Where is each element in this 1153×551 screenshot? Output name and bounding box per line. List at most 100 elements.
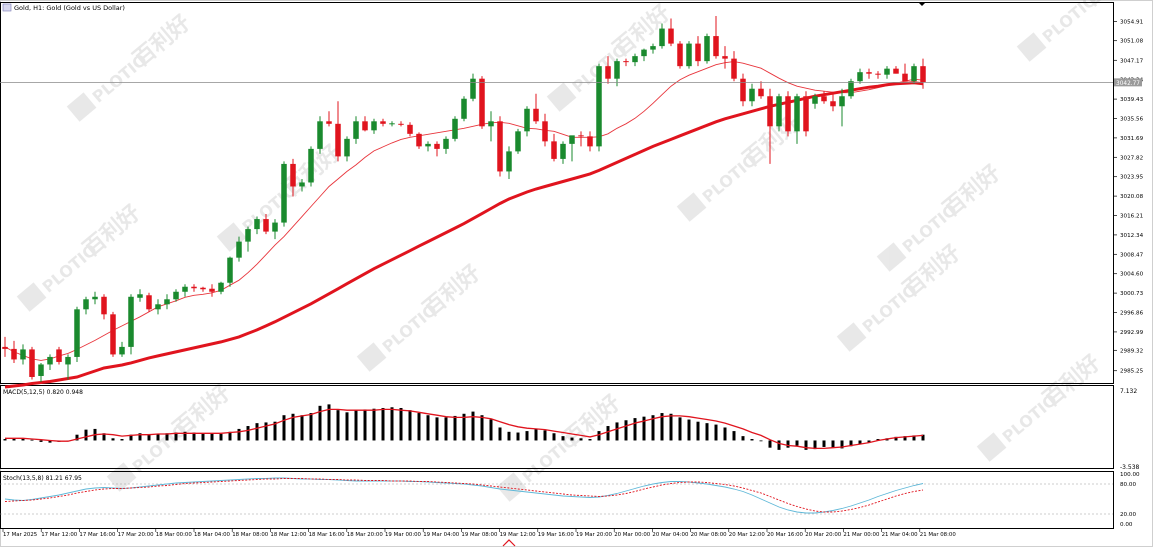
candle-bear <box>722 56 728 59</box>
stoch-axis-label: 20.00 <box>1120 512 1136 518</box>
macd-panel[interactable] <box>0 385 1114 469</box>
candle-bull <box>227 257 233 283</box>
candle-bear <box>335 123 341 157</box>
macd-bar <box>3 439 7 441</box>
candle-bear <box>677 43 683 67</box>
macd-bar <box>372 408 376 441</box>
macd-bar <box>480 415 484 441</box>
price-tick-label: 3008.47 <box>1120 252 1144 258</box>
macd-bar <box>291 413 295 441</box>
candles <box>2 16 926 382</box>
watermark-mark <box>216 222 247 252</box>
macd-bar <box>21 438 25 441</box>
candle-bear <box>767 96 773 127</box>
candle-bear <box>623 61 629 63</box>
macd-bar <box>750 439 754 441</box>
candle-bull <box>83 299 89 310</box>
stoch-axis-label: 80.00 <box>1120 482 1136 488</box>
candle-bull <box>20 349 26 360</box>
watermark-mark <box>496 472 527 502</box>
macd-bar <box>138 433 142 441</box>
macd-bar <box>237 428 241 441</box>
macd-bar <box>678 417 682 441</box>
macd-bar <box>246 426 250 441</box>
candle-bull <box>686 43 692 67</box>
time-label: 18 Mar 00:00 <box>156 532 193 538</box>
macd-bar <box>192 432 196 441</box>
macd-bar <box>507 431 511 441</box>
candle-bear <box>101 296 107 315</box>
time-label: 19 Mar 08:00 <box>461 532 498 538</box>
candle-bear <box>866 72 872 74</box>
candle-bull <box>443 138 449 149</box>
candle-bear <box>695 43 701 62</box>
macd-bar <box>354 410 358 441</box>
candle-bear <box>398 123 404 125</box>
candle-bull <box>155 304 161 310</box>
candle-bear <box>497 121 503 172</box>
candle-bull <box>506 151 512 172</box>
candle-bull <box>794 96 800 132</box>
macd-bar <box>516 432 520 441</box>
candle-bull <box>47 356 53 365</box>
time-label: 20 Mar 16:00 <box>767 532 804 538</box>
time-label: 17 Mar 12:00 <box>41 532 78 538</box>
macd-bar <box>570 437 574 441</box>
macd-bar <box>336 410 340 441</box>
macd-bar <box>228 431 232 441</box>
macd-bar <box>111 438 115 441</box>
macd-bar <box>12 438 16 441</box>
macd-axis-bottom: -3.538 <box>1120 464 1140 471</box>
candle-bear <box>830 101 836 107</box>
candle-bull <box>641 49 647 57</box>
macd-bar <box>318 405 322 441</box>
main-panel[interactable] <box>0 2 1114 384</box>
macd-bar <box>768 440 772 448</box>
macd-bar <box>282 415 286 441</box>
macd-bar <box>840 440 844 449</box>
macd-bar <box>129 434 133 441</box>
candle-bull <box>857 72 863 82</box>
macd-bar <box>651 415 655 441</box>
macd-bar <box>588 439 592 441</box>
time-label: 20 Mar 12:00 <box>729 532 766 538</box>
macd-bar <box>642 416 646 441</box>
watermark-mark <box>676 192 707 222</box>
candle-bull <box>164 299 170 305</box>
time-label: 18 Mar 08:00 <box>232 532 269 538</box>
candle-bear <box>605 66 611 79</box>
watermark-mark <box>1016 32 1047 62</box>
macd-bar <box>813 440 817 450</box>
stoch-main-line <box>4 477 924 514</box>
time-label: 18 Mar 16:00 <box>309 532 346 538</box>
candle-bull <box>569 135 575 144</box>
stoch-panel[interactable] <box>0 471 1114 529</box>
candle-bear <box>713 36 719 57</box>
macd-bar <box>462 413 466 441</box>
candle-bull <box>650 46 656 50</box>
symbol-title: Gold, H1: Gold (Gold vs US Dollar) <box>14 4 125 12</box>
macd-bar <box>696 421 700 441</box>
macd-bar <box>201 433 205 441</box>
macd-bar <box>39 440 43 442</box>
stoch-signal-line <box>4 478 924 513</box>
watermark-mark <box>16 282 47 312</box>
macd-bar <box>84 429 88 441</box>
candle-bear <box>2 346 8 349</box>
scroll-marker-icon[interactable] <box>502 539 516 547</box>
candle-bull <box>560 143 566 159</box>
price-tick-label: 2992.99 <box>1120 330 1144 336</box>
macd-bar <box>309 413 313 441</box>
macd-bar <box>30 439 34 441</box>
candle-bull <box>524 108 530 132</box>
macd-bar <box>723 427 727 441</box>
candle-bull <box>839 96 845 107</box>
candle-bull <box>182 286 188 292</box>
price-axis: 3054.913051.083047.173043.343039.433035.… <box>1113 19 1144 375</box>
candle-bear <box>740 78 746 102</box>
candle-bull <box>344 138 350 157</box>
macd-bar <box>408 410 412 441</box>
candle-bear <box>821 96 827 102</box>
macd-bar <box>165 433 169 441</box>
